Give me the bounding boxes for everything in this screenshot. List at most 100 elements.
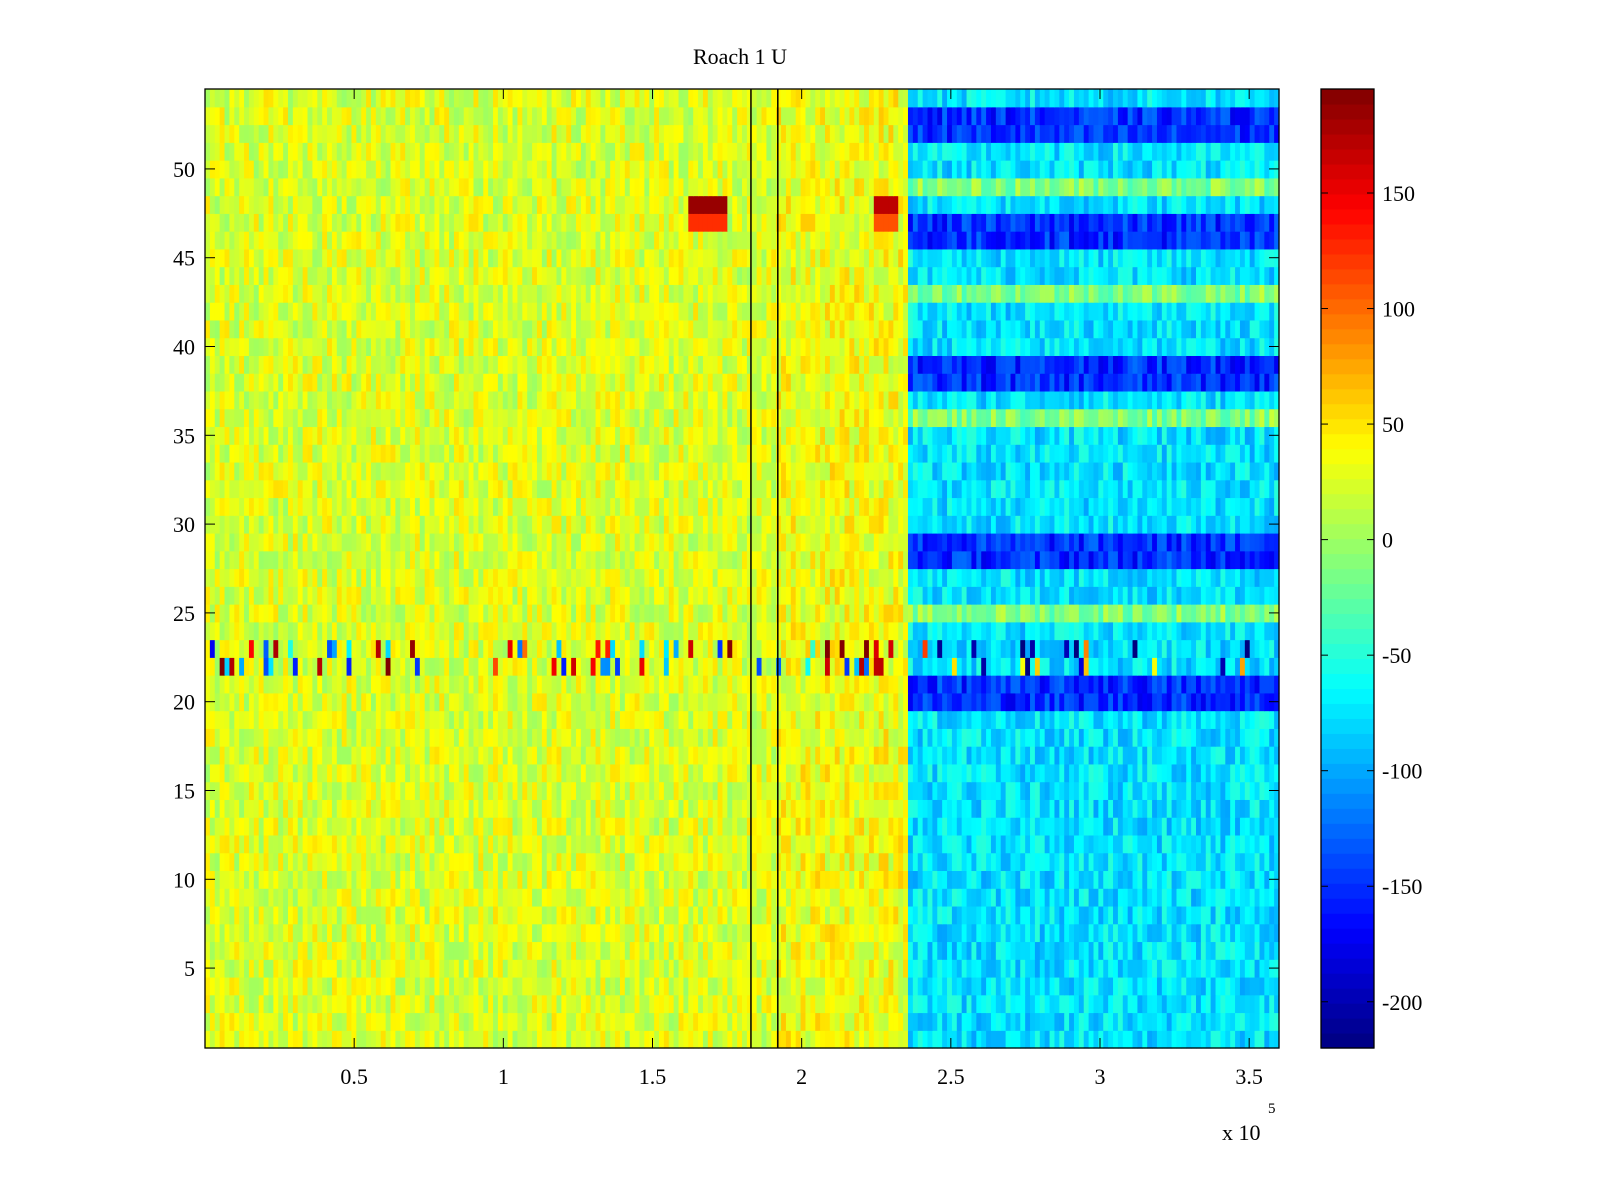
heatmap-cell bbox=[717, 799, 724, 818]
heatmap-cell bbox=[600, 799, 606, 818]
heatmap-cell bbox=[576, 976, 582, 996]
heatmap-cell bbox=[1220, 941, 1226, 960]
heatmap-cell bbox=[512, 1012, 519, 1031]
heatmap-cell bbox=[405, 888, 411, 907]
heatmap-cell bbox=[868, 675, 875, 694]
heatmap-cell bbox=[898, 905, 904, 925]
heatmap-cell bbox=[976, 799, 982, 818]
heatmap-cell bbox=[854, 639, 860, 658]
heatmap-cell bbox=[600, 657, 606, 676]
heatmap-cell bbox=[1039, 710, 1046, 729]
heatmap-cell bbox=[439, 763, 445, 783]
heatmap-cell bbox=[951, 675, 958, 694]
heatmap-cell bbox=[224, 959, 231, 978]
heatmap-cell bbox=[478, 852, 484, 872]
heatmap-cell bbox=[1000, 728, 1007, 747]
heatmap-cell bbox=[737, 692, 743, 712]
heatmap-cell bbox=[1049, 675, 1056, 694]
heatmap-cell bbox=[1000, 888, 1007, 907]
heatmap-cell bbox=[590, 817, 597, 836]
heatmap-cell bbox=[1239, 657, 1246, 676]
heatmap-cell bbox=[258, 728, 265, 747]
heatmap-cell bbox=[990, 870, 997, 889]
heatmap-cell bbox=[248, 994, 255, 1014]
heatmap-cell bbox=[287, 870, 294, 889]
heatmap-cell bbox=[327, 870, 333, 889]
heatmap-cell bbox=[986, 675, 992, 694]
heatmap-cell bbox=[507, 923, 514, 943]
heatmap-cell bbox=[571, 692, 577, 712]
heatmap-cell bbox=[1049, 852, 1056, 872]
heatmap-cell bbox=[1010, 675, 1016, 694]
heatmap-cell bbox=[859, 941, 865, 960]
heatmap-cell bbox=[849, 710, 855, 729]
heatmap-cell bbox=[790, 657, 797, 676]
heatmap-cell bbox=[839, 852, 846, 872]
heatmap-cell bbox=[756, 817, 763, 836]
heatmap-cell bbox=[395, 1012, 401, 1031]
heatmap-cell bbox=[410, 888, 416, 907]
heatmap-cell bbox=[927, 994, 933, 1014]
heatmap-cell bbox=[756, 941, 763, 960]
heatmap-cell bbox=[546, 639, 553, 658]
heatmap-cell bbox=[224, 941, 231, 960]
heatmap-cell bbox=[937, 799, 943, 818]
heatmap-cell bbox=[424, 834, 431, 854]
heatmap-cell bbox=[1156, 692, 1163, 712]
heatmap-cell bbox=[1176, 888, 1182, 907]
heatmap-cell bbox=[619, 639, 626, 658]
heatmap-cell bbox=[883, 1030, 890, 1049]
heatmap-cell bbox=[907, 976, 914, 996]
heatmap-cell bbox=[976, 763, 982, 783]
heatmap-cell bbox=[707, 834, 714, 854]
heatmap-cell bbox=[990, 994, 997, 1014]
heatmap-cell bbox=[615, 799, 621, 818]
heatmap-cell bbox=[834, 852, 841, 872]
heatmap-cell bbox=[497, 675, 504, 694]
heatmap-cell bbox=[405, 852, 411, 872]
heatmap-cell bbox=[864, 941, 870, 960]
heatmap-cell bbox=[322, 675, 328, 694]
heatmap-cell bbox=[1088, 657, 1095, 676]
heatmap-cell bbox=[1030, 852, 1036, 872]
heatmap-cell bbox=[903, 639, 909, 658]
heatmap-cell bbox=[1108, 834, 1114, 854]
heatmap-cell bbox=[497, 959, 504, 978]
heatmap-cell bbox=[429, 905, 436, 925]
heatmap-cell bbox=[502, 1030, 509, 1049]
heatmap-cell bbox=[1054, 870, 1060, 889]
heatmap-cell bbox=[527, 1012, 533, 1031]
heatmap-cell bbox=[234, 959, 240, 978]
heatmap-cell bbox=[1000, 799, 1007, 818]
heatmap-cell bbox=[883, 639, 890, 658]
heatmap-cell bbox=[356, 799, 362, 818]
heatmap-cell bbox=[493, 1030, 499, 1049]
heatmap-cell bbox=[883, 1012, 890, 1031]
heatmap-cell bbox=[1098, 994, 1104, 1014]
heatmap-cell bbox=[1259, 817, 1265, 836]
heatmap-cell bbox=[693, 1012, 699, 1031]
heatmap-cell bbox=[1073, 834, 1080, 854]
heatmap-cell bbox=[922, 746, 929, 765]
heatmap-cell bbox=[312, 1030, 318, 1049]
heatmap-cell bbox=[942, 799, 948, 818]
heatmap-cell bbox=[1030, 746, 1036, 765]
heatmap-cell bbox=[405, 639, 411, 658]
heatmap-cell bbox=[234, 692, 240, 712]
heatmap-cell bbox=[1186, 746, 1192, 765]
heatmap-cell bbox=[273, 675, 279, 694]
heatmap-cell bbox=[1171, 781, 1178, 800]
heatmap-cell bbox=[209, 639, 216, 658]
heatmap-cell bbox=[1103, 1030, 1109, 1049]
heatmap-cell bbox=[995, 746, 1002, 765]
heatmap-cell bbox=[1137, 692, 1143, 712]
heatmap-cell bbox=[1156, 959, 1163, 978]
heatmap-cell bbox=[580, 852, 587, 872]
heatmap-cell bbox=[278, 781, 284, 800]
heatmap-cell bbox=[810, 941, 816, 960]
heatmap-cell bbox=[375, 799, 382, 818]
heatmap-cell bbox=[864, 746, 870, 765]
heatmap-cell bbox=[361, 959, 367, 978]
heatmap-cell bbox=[1176, 675, 1182, 694]
heatmap-cell bbox=[356, 639, 362, 658]
